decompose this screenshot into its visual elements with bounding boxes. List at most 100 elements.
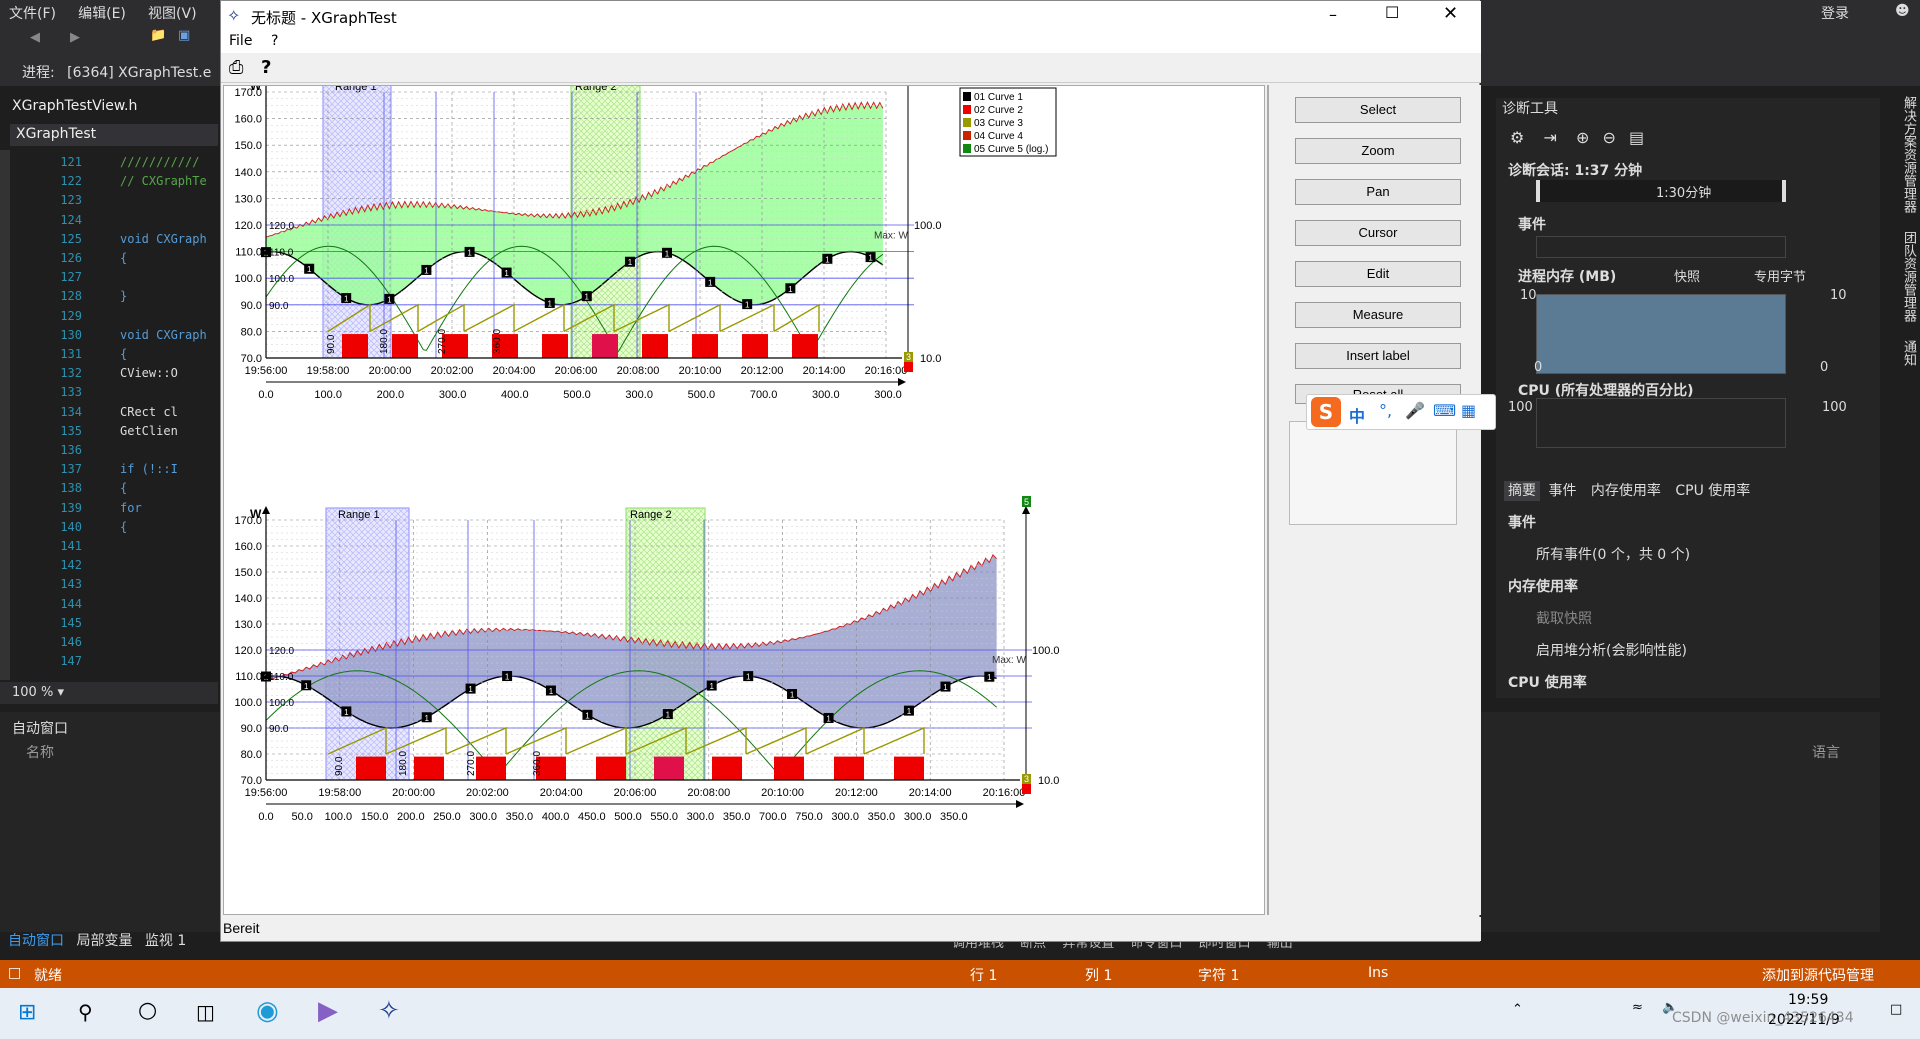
x-time-tick-label: 20:06:00 bbox=[614, 787, 657, 799]
clock-date[interactable]: 2022/11/9 bbox=[1768, 1012, 1840, 1028]
zoom-in-icon[interactable]: ⊕ bbox=[1575, 128, 1590, 147]
file-tab[interactable]: XGraphTestView.h bbox=[12, 98, 138, 114]
notification-icon[interactable]: □ bbox=[1890, 1002, 1903, 1017]
punct-icon[interactable]: °, bbox=[1379, 401, 1393, 420]
cortana-icon[interactable]: ○ bbox=[138, 998, 158, 1023]
clock-time[interactable]: 19:59 bbox=[1788, 992, 1829, 1008]
menu-xfile[interactable]: File bbox=[229, 33, 253, 49]
section-cpu: CPU 使用率 bbox=[1508, 675, 1587, 691]
visual-studio-icon[interactable]: ▶ bbox=[318, 996, 338, 1026]
zoom-button[interactable]: Zoom bbox=[1295, 138, 1461, 164]
search-icon[interactable]: ⚲ bbox=[78, 1000, 93, 1024]
y-tick-label: 170.0 bbox=[234, 515, 262, 527]
x-time-tick-label: 20:02:00 bbox=[466, 787, 509, 799]
tab-memory[interactable]: 内存使用率 bbox=[1590, 483, 1661, 499]
heap-profiling-button[interactable]: 启用堆分析(会影响性能) bbox=[1536, 643, 1687, 659]
x-time-tick-label: 20:04:00 bbox=[493, 365, 536, 377]
tab-watch[interactable]: 监视 1 bbox=[144, 933, 187, 949]
tab-locals[interactable]: 局部变量 bbox=[76, 933, 133, 949]
tray-up-icon[interactable]: ⌃ bbox=[1512, 1002, 1523, 1017]
project-combo[interactable]: XGraphTest bbox=[10, 124, 218, 146]
code-editor[interactable]: 121 /////////// 122 // CXGraphTe 123 124 125 vo… bbox=[0, 150, 218, 680]
timeline-bar[interactable]: 1:30分钟 bbox=[1536, 180, 1786, 202]
x-time-tick-label: 20:10:00 bbox=[761, 787, 804, 799]
take-snapshot-button[interactable]: 截取快照 bbox=[1536, 611, 1592, 627]
account-icon[interactable]: ☻ bbox=[1895, 3, 1910, 19]
volume-icon[interactable]: 🔈 bbox=[1662, 1000, 1679, 1015]
graph-area[interactable]: Range 1 Range 2 170.0 160.0 150.0 140.0 130.0 1… bbox=[223, 85, 1265, 915]
vertical-value-label: 270.0 bbox=[437, 329, 448, 354]
legend-swatch bbox=[963, 131, 971, 140]
edit-button[interactable]: Edit bbox=[1295, 261, 1461, 287]
tab-cpu[interactable]: CPU 使用率 bbox=[1675, 483, 1751, 499]
y-tick-label: 110.0 bbox=[235, 247, 262, 259]
pan-button[interactable]: Pan bbox=[1295, 179, 1461, 205]
measure-button[interactable]: Measure bbox=[1295, 302, 1461, 328]
gear-icon[interactable]: ⚙ bbox=[1510, 128, 1525, 147]
print-icon[interactable]: ⎙ bbox=[229, 57, 244, 78]
badge-bottom: 3 bbox=[906, 352, 911, 362]
y-tick-label: 130.0 bbox=[234, 619, 262, 631]
sidebar-list[interactable] bbox=[1289, 421, 1457, 525]
chart-2[interactable]: Range 1 Range 2170.0160.0150.0140.0130.01… bbox=[224, 490, 1264, 910]
x-time-tick-label: 20:12:00 bbox=[835, 787, 878, 799]
ime-lang[interactable]: 中 bbox=[1349, 407, 1366, 426]
export-icon[interactable]: ⇥ bbox=[1543, 128, 1557, 147]
range-2-label: Range 2 bbox=[630, 509, 672, 521]
ime-toolbar[interactable]: S 中 °, 🎤 ⌨ ▦ bbox=[1306, 394, 1496, 430]
side-tab-team[interactable]: 团队资源管理器 bbox=[1901, 231, 1916, 323]
curve-1-marker-label: 1 bbox=[790, 690, 795, 699]
back-icon[interactable]: ◀ bbox=[30, 30, 40, 45]
login-link[interactable]: 登录 bbox=[1821, 6, 1849, 22]
chart-1[interactable]: Range 1 Range 2170.0160.0150.0140.0130.01… bbox=[224, 86, 1264, 486]
side-tab-notify[interactable]: 通知 bbox=[1901, 340, 1916, 367]
toolbox-icon[interactable]: ▦ bbox=[1461, 401, 1477, 420]
microphone-icon[interactable]: 🎤 bbox=[1405, 401, 1425, 420]
open-folder-icon[interactable]: 📁 bbox=[150, 28, 167, 43]
forward-icon[interactable]: ▶ bbox=[70, 30, 80, 45]
edge-icon[interactable]: ◉ bbox=[256, 996, 279, 1026]
menu-edit[interactable]: 编辑(E) bbox=[78, 6, 126, 22]
all-events-link[interactable]: 所有事件(0 个，共 0 个) bbox=[1536, 547, 1691, 563]
source-control-button[interactable]: 添加到源代码管理 bbox=[1762, 968, 1874, 984]
cursor-button[interactable]: Cursor bbox=[1295, 220, 1461, 246]
x-num-tick-label: 300.0 bbox=[687, 811, 715, 823]
status-text: Bereit bbox=[223, 920, 260, 936]
curve-1-marker-label: 1 bbox=[505, 673, 510, 682]
maximize-button[interactable]: ☐ bbox=[1385, 3, 1400, 22]
zoom-combo[interactable]: 100 % ▾ bbox=[0, 682, 218, 704]
chart-icon[interactable]: ▤ bbox=[1628, 128, 1645, 147]
curve-1-marker bbox=[903, 705, 914, 716]
xgraph-taskbar-icon[interactable]: ✧ bbox=[378, 996, 400, 1026]
close-button[interactable]: ✕ bbox=[1443, 3, 1459, 24]
window-title: 无标题 - XGraphTest bbox=[251, 9, 397, 27]
network-icon[interactable]: ≈ bbox=[1632, 1000, 1643, 1015]
tab-auto[interactable]: 自动窗口 bbox=[8, 933, 64, 949]
sogou-icon[interactable]: S bbox=[1311, 397, 1341, 427]
keyboard-icon[interactable]: ⌨ bbox=[1433, 401, 1457, 420]
minimize-button[interactable]: – bbox=[1329, 5, 1337, 24]
vertical-value-label: 270.0 bbox=[466, 751, 477, 776]
insert-label-button[interactable]: Insert label bbox=[1295, 343, 1461, 369]
xgraph-titlebar[interactable]: ✧ 无标题 - XGraphTest – ☐ ✕ bbox=[221, 1, 1481, 31]
side-tab-solution[interactable]: 解决方案资源管理器 bbox=[1901, 96, 1916, 213]
tab-summary[interactable]: 摘要 bbox=[1504, 481, 1540, 501]
curve-1-marker bbox=[544, 297, 555, 308]
vertical-value-label: 90.0 bbox=[334, 756, 345, 776]
task-view-icon[interactable]: ◫ bbox=[196, 1000, 215, 1024]
tab-events[interactable]: 事件 bbox=[1548, 483, 1577, 499]
x-time-tick-label: 20:14:00 bbox=[803, 365, 846, 377]
menu-help[interactable]: ? bbox=[271, 33, 279, 49]
select-button[interactable]: Select bbox=[1295, 97, 1461, 123]
start-icon[interactable]: ⊞ bbox=[18, 1000, 37, 1025]
zoom-out-icon[interactable]: ⊖ bbox=[1602, 128, 1616, 147]
line-number: 121 bbox=[60, 155, 82, 169]
process-select[interactable]: [6364] XGraphTest.e bbox=[67, 65, 212, 81]
menu-file[interactable]: 文件(F) bbox=[9, 6, 56, 22]
help-icon[interactable]: ? bbox=[261, 57, 272, 78]
menu-view[interactable]: 视图(V) bbox=[148, 6, 197, 22]
curve-1-marker bbox=[865, 252, 876, 263]
x-num-tick-label: 350.0 bbox=[506, 811, 534, 823]
save-icon[interactable]: ▣ bbox=[178, 28, 191, 43]
x-num-tick-label: 300.0 bbox=[831, 811, 859, 823]
